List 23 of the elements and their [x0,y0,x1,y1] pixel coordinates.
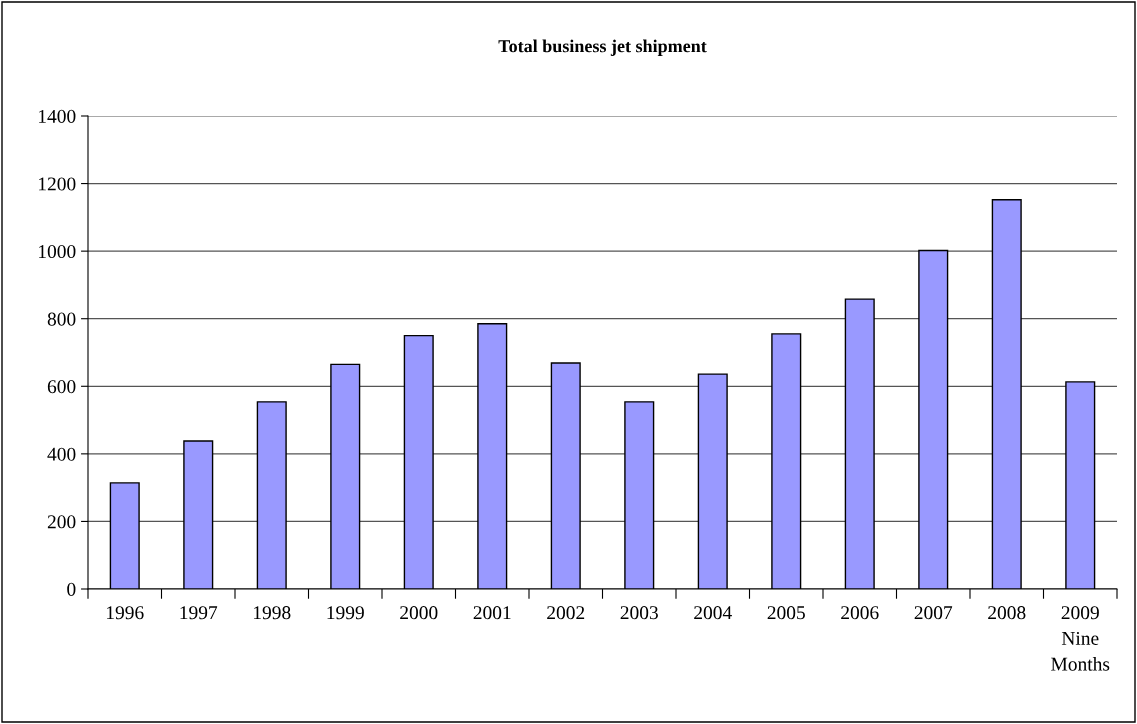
x-tick-label: 2001 [473,606,511,620]
y-tick-label: 200 [47,515,76,529]
y-tick-label: 1000 [39,244,76,259]
x-tick-label: 1996 [107,606,144,620]
x-tick-label: 2000 [400,606,438,620]
y-tick-label: 1400 [39,109,76,123]
y-tick-label: 0 [67,582,76,596]
x-tick-label: 2008 [988,606,1026,620]
chart-title: Total business jet shipment [498,39,707,56]
y-tick-label: 1200 [39,177,76,191]
y-tick-label: 800 [47,312,76,326]
x-tick-label: 2006 [841,606,879,620]
x-tick-label: 2002 [547,606,585,620]
x-tick-label: 1998 [254,606,291,620]
x-tick-label: 2007 [914,606,953,620]
x-tick-label: 2005 [767,606,805,620]
y-tick-label: 600 [47,380,76,394]
x-tick-label: 2004 [694,606,732,620]
x-tick-label: 2003 [620,606,658,620]
x-tick-label: 1997 [180,606,218,620]
y-tick-label: 400 [47,447,76,461]
x-tick-label: 1999 [327,606,364,620]
x-tick-label: 2009 Nine Months [1051,606,1110,671]
